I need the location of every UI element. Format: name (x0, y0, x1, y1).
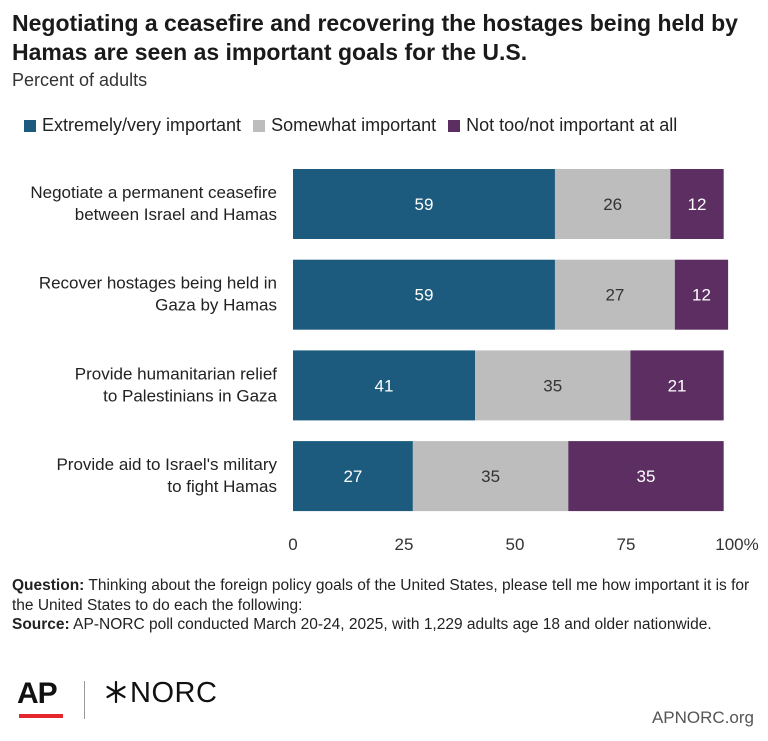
x-tick-label: 25 (395, 535, 414, 554)
bar-segment-somewhat (554, 169, 671, 239)
category-label: Recover hostages being held in Gaza by Ha… (39, 274, 277, 315)
data-label: 21 (668, 376, 687, 395)
data-label: 41 (375, 376, 394, 395)
bar-segment-not-important (630, 350, 724, 421)
data-label: 35 (637, 467, 656, 486)
bar-segment-extremely (293, 169, 555, 239)
logo-divider (84, 681, 85, 719)
category-label-line: Recover hostages being held in (39, 274, 277, 293)
bar-segment-not-important (670, 169, 724, 239)
bar-segment-extremely (293, 441, 413, 512)
bar-segment-not-important (674, 259, 729, 330)
category-label-line: Negotiate a permanent ceasefire (30, 183, 277, 202)
category-label: Negotiate a permanent ceasefire between I… (30, 183, 277, 224)
x-tick-label: 75 (617, 535, 636, 554)
x-tick-label: 100% (715, 535, 758, 554)
legend-swatch-extremely (24, 119, 36, 132)
data-label: 35 (543, 376, 562, 395)
norc-logo: NORC (104, 677, 217, 710)
chart-title: Negotiating a ceasefire and recovering t… (12, 10, 738, 65)
legend-swatch-somewhat (253, 119, 266, 132)
chart-subtitle: Percent of adults (12, 70, 148, 90)
data-label: 27 (605, 286, 624, 305)
norc-logo-text: NORC (130, 677, 218, 709)
question-text: Thinking about the foreign policy goals … (12, 577, 750, 614)
x-tick-label: 0 (288, 535, 297, 554)
source-label: Source: (12, 616, 70, 633)
legend-swatch-not-important (448, 119, 461, 132)
legend-item-somewhat: Somewhat important (253, 115, 436, 136)
category-label-line: between Israel and Hamas (75, 205, 277, 224)
bar-segment-extremely (293, 259, 555, 330)
category-label: Provide humanitarian relief to Palestinia… (75, 364, 278, 405)
legend-item-not-important: Not too/not important at all (448, 115, 677, 136)
norc-star-icon (106, 680, 126, 704)
category-label-line: to Palestinians in Gaza (103, 386, 277, 405)
source-note: Source: AP-NORC poll conducted March 20-… (12, 615, 756, 635)
question-note: Question: Thinking about the foreign pol… (12, 576, 756, 615)
source-text: AP-NORC poll conducted March 20-24, 2025… (73, 616, 712, 633)
category-label: Provide aid to Israel's military to fight… (56, 455, 277, 496)
data-label: 26 (603, 195, 622, 214)
bar-segment-somewhat (475, 350, 631, 421)
bar-segment-somewhat (554, 259, 675, 330)
x-tick-label: 50 (506, 535, 525, 554)
legend-label-somewhat: Somewhat important (271, 115, 437, 135)
category-label-line: Gaza by Hamas (155, 296, 277, 315)
category-label-line: to fight Hamas (167, 477, 277, 496)
legend-label-extremely: Extremely/very important (42, 115, 242, 135)
data-label: 35 (481, 467, 500, 486)
ap-logo: AP (17, 677, 58, 710)
site-url: APNORC.org (651, 708, 754, 727)
data-label: 27 (343, 467, 362, 486)
bar-segment-extremely (293, 350, 476, 421)
chart-legend: Extremely/very important Somewhat import… (24, 115, 758, 136)
data-label: 12 (692, 286, 711, 305)
stacked-bar-chart: Negotiate a permanent ceasefire between I… (30, 169, 759, 554)
category-label-line: Provide humanitarian relief (75, 364, 277, 383)
bar-segment-somewhat (412, 441, 569, 512)
category-label-line: Provide aid to Israel's military (56, 455, 277, 474)
data-label: 59 (415, 195, 434, 214)
question-label: Question: (12, 577, 85, 594)
data-label: 12 (688, 195, 707, 214)
legend-item-extremely: Extremely/very important (24, 115, 241, 136)
chart-footer: Question: Thinking about the foreign pol… (12, 576, 756, 635)
ap-logo-underline (19, 714, 63, 718)
legend-label-not-important: Not too/not important at all (466, 115, 678, 135)
data-label: 59 (415, 286, 434, 305)
bar-segment-not-important (568, 441, 724, 512)
